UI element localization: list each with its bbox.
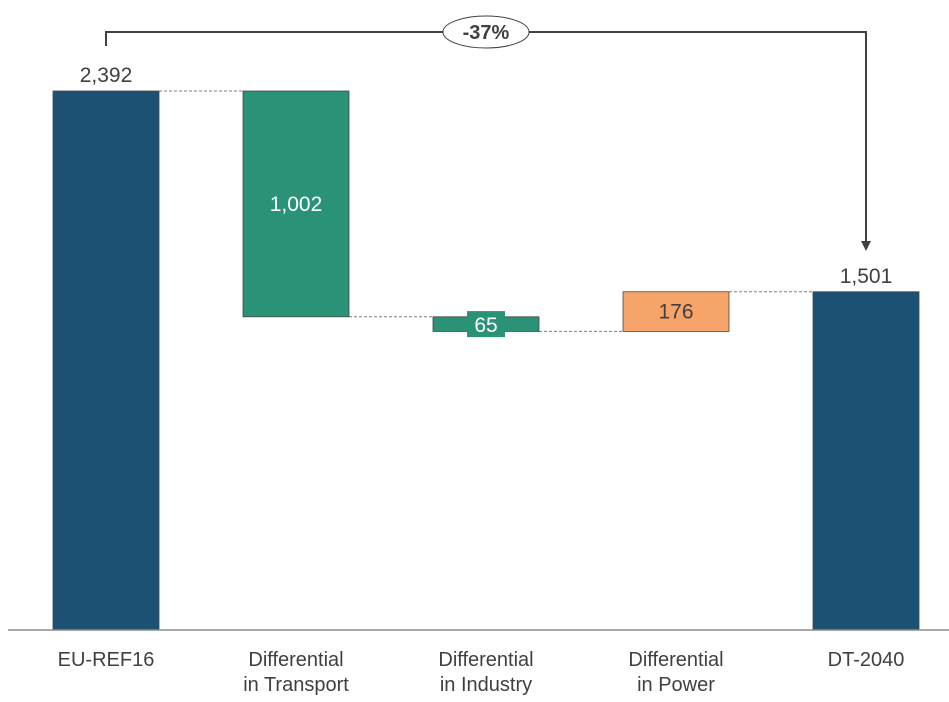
value-label-0: 2,392 [80, 64, 133, 87]
category-label-4: DT-2040 [828, 649, 905, 671]
category-label-2: Differential in Industry [438, 649, 533, 696]
value-label-1: 1,002 [270, 193, 323, 216]
value-label-2: 65 [474, 314, 497, 337]
value-label-3: 176 [658, 301, 693, 324]
change-percent-label: -37% [463, 22, 510, 44]
change-oval [442, 15, 530, 49]
bar-1 [242, 90, 350, 318]
bars [52, 90, 920, 631]
bar-4 [812, 291, 920, 631]
value-labels: 2,392 1,002 65 176 1,501 [80, 64, 893, 338]
change-bracket-left [105, 31, 443, 46]
bar-3 [622, 291, 730, 332]
change-arrow [529, 31, 871, 251]
category-label-1: Differential in Transport [243, 649, 349, 696]
category-labels: EU-REF16 Differential in Transport Differen… [58, 649, 905, 696]
category-label-0: EU-REF16 [58, 649, 155, 671]
bar-0 [52, 90, 160, 631]
change-annotation: -37% [105, 15, 871, 251]
category-label-3: Differential in Power [628, 649, 723, 696]
connector-lines [159, 90, 813, 332]
value-label-box-2 [467, 311, 505, 338]
value-label-4: 1,501 [840, 265, 893, 288]
